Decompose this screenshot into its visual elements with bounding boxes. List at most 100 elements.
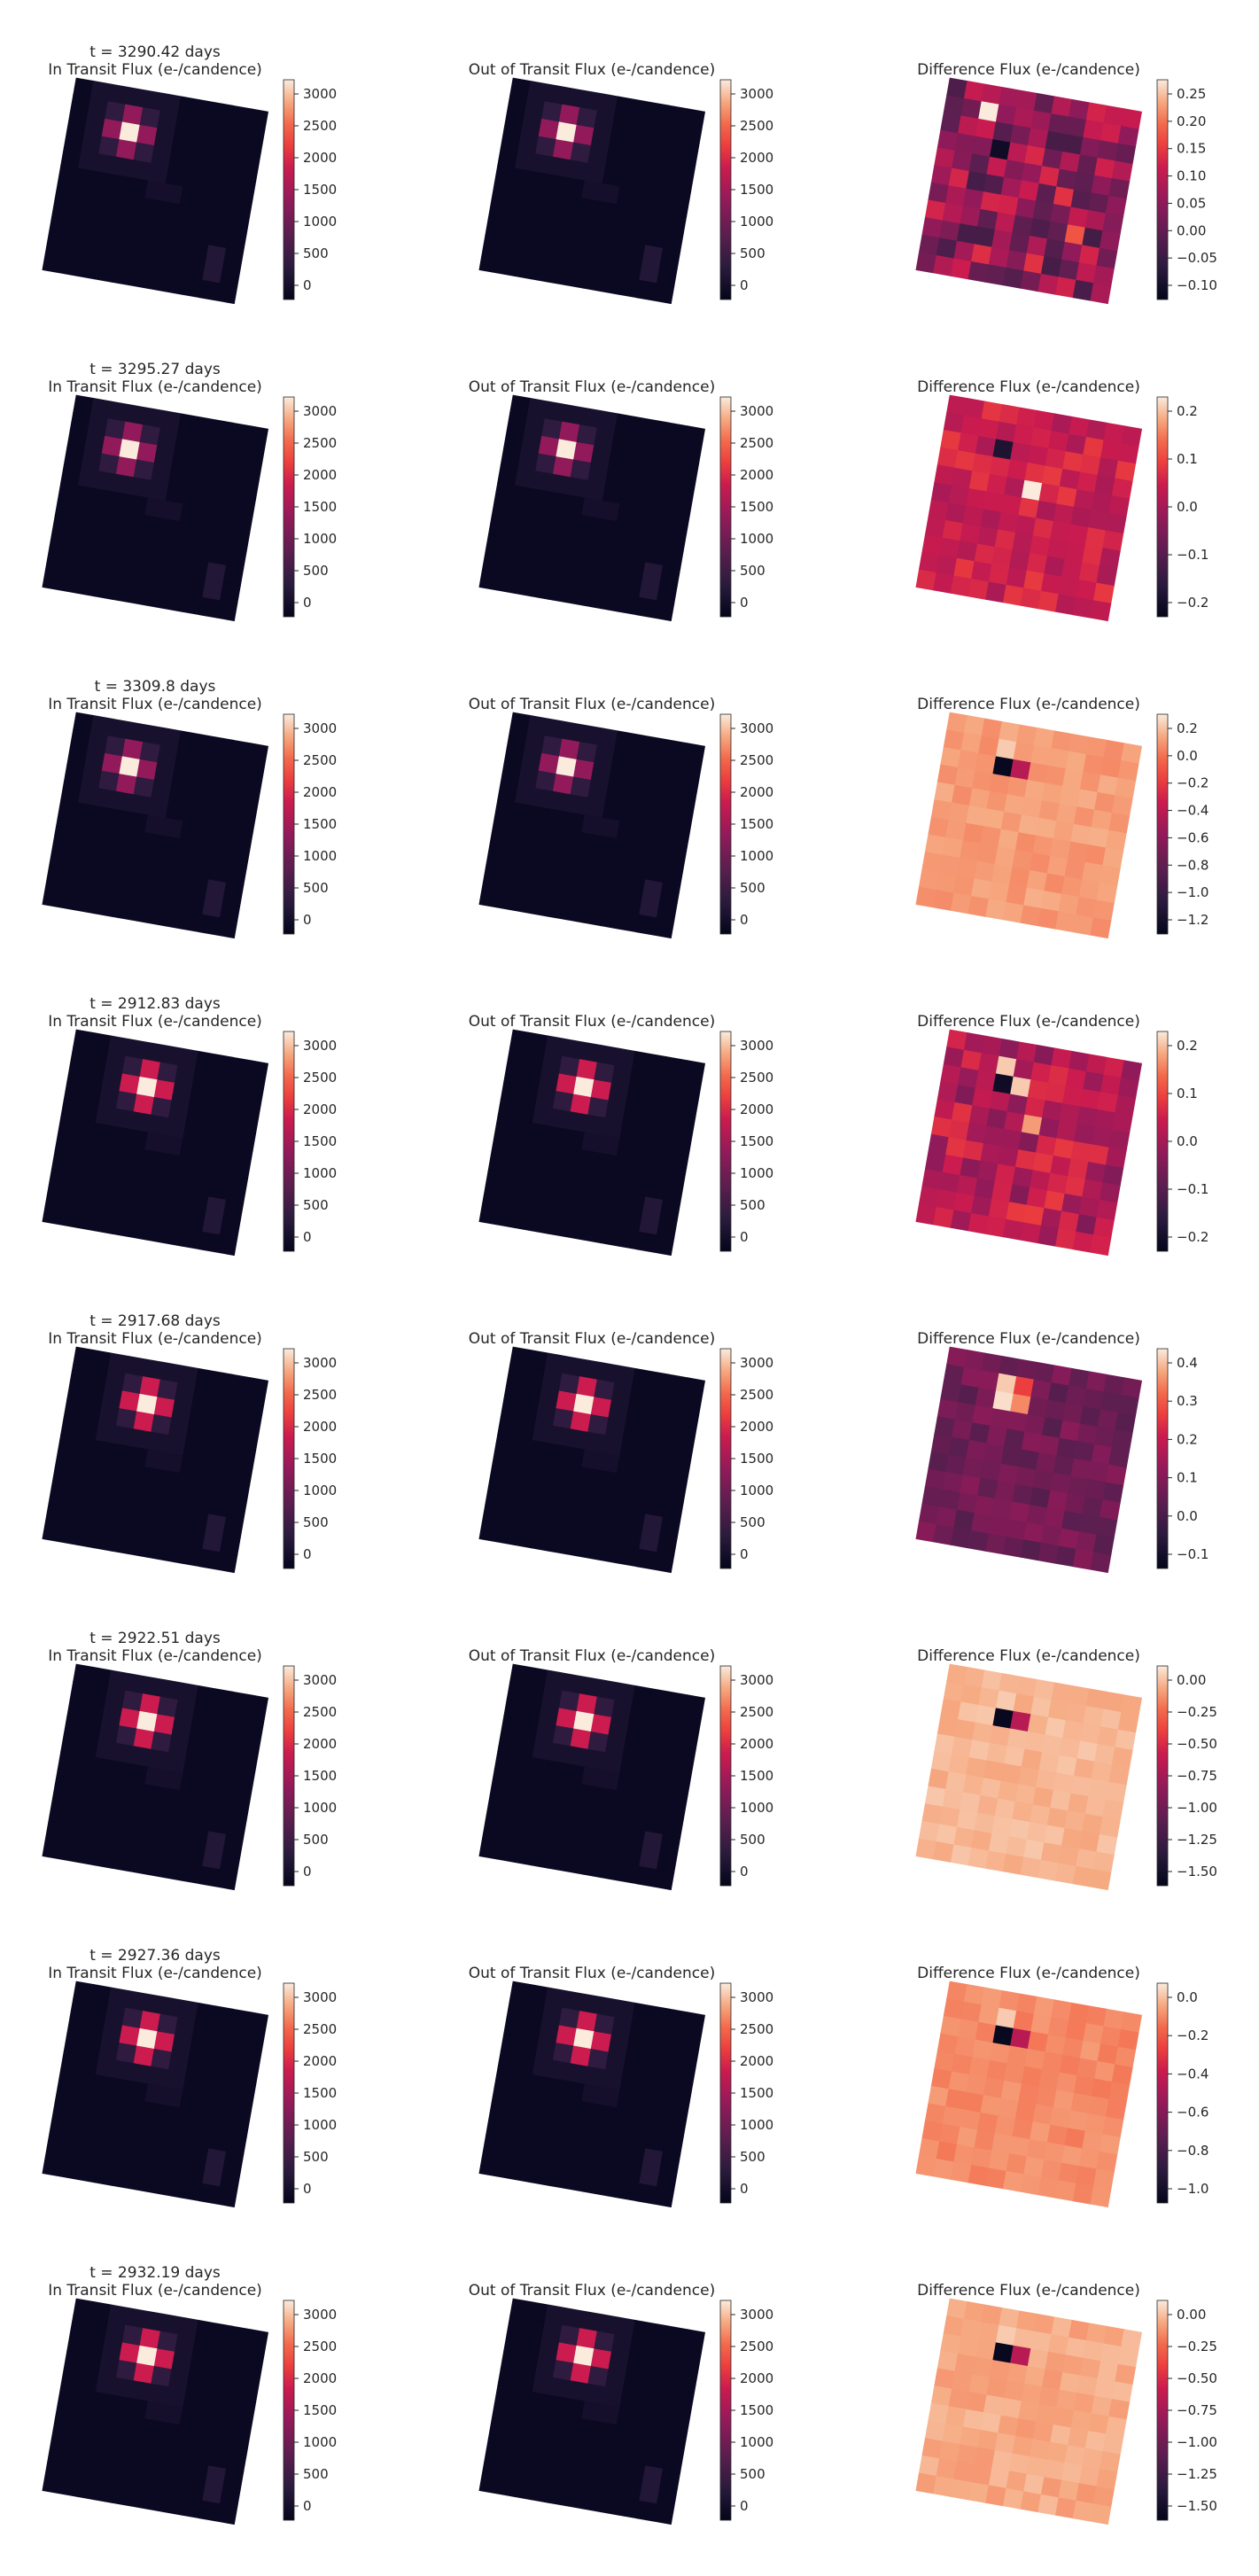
image-pixel <box>113 790 135 813</box>
image-pixel <box>1078 2148 1100 2170</box>
image-pixel <box>960 1684 983 1706</box>
image-pixel <box>645 1179 667 1201</box>
image-pixel <box>69 1047 91 1069</box>
in-transit-title: In Transit Flux (e-/candence) <box>48 1647 262 1665</box>
image-pixel <box>485 1169 507 1191</box>
image-pixel <box>1023 1521 1045 1544</box>
image-pixel <box>59 1207 82 1228</box>
image-pixel <box>229 1056 252 1078</box>
image-pixel <box>915 2472 937 2494</box>
image-pixel <box>543 1143 565 1165</box>
image-pixel <box>77 1101 99 1124</box>
image-pixel <box>167 2160 189 2182</box>
image-pixel <box>1062 768 1084 790</box>
image-pixel <box>106 826 128 848</box>
image-pixel <box>552 2360 574 2381</box>
image-pixel <box>578 2418 600 2440</box>
image-pixel <box>1024 1414 1046 1436</box>
image-pixel <box>167 1417 190 1439</box>
image-pixel <box>1088 1778 1109 1801</box>
image-pixel <box>1084 2113 1107 2135</box>
image-pixel <box>119 121 141 144</box>
image-pixel <box>649 419 671 441</box>
image-pixel <box>978 2004 999 2027</box>
image-pixel <box>992 1073 1014 1095</box>
image-pixel <box>684 2329 706 2351</box>
image-pixel <box>662 2451 684 2473</box>
image-pixel <box>578 515 600 536</box>
image-pixel <box>535 770 557 792</box>
image-pixel <box>630 841 652 863</box>
image-pixel <box>590 2348 612 2370</box>
image-pixel <box>1082 861 1104 883</box>
image-pixel <box>656 1851 678 1873</box>
colorbar-tick-label: 1500 <box>303 2085 337 2101</box>
image-pixel <box>1030 535 1051 557</box>
image-pixel <box>980 509 1002 531</box>
image-pixel <box>183 486 205 508</box>
image-pixel <box>209 1071 231 1093</box>
image-pixel <box>197 189 219 211</box>
image-pixel <box>968 261 990 283</box>
image-pixel <box>1097 140 1119 162</box>
image-pixel <box>663 1391 685 1413</box>
image-pixel <box>651 1461 672 1483</box>
image-pixel <box>544 83 566 105</box>
image-pixel <box>77 784 99 806</box>
image-pixel <box>608 765 630 787</box>
image-pixel <box>978 1687 999 1709</box>
image-pixel <box>960 1049 983 1071</box>
image-pixel <box>618 2180 640 2202</box>
image-pixel <box>994 2432 1016 2455</box>
image-pixel <box>174 1700 196 1721</box>
image-pixel <box>1059 2054 1081 2076</box>
image-pixel <box>219 1217 241 1239</box>
image-pixel <box>195 2319 216 2341</box>
image-pixel <box>1121 2012 1143 2034</box>
image-pixel <box>933 890 955 911</box>
image-pixel <box>76 2161 98 2183</box>
image-pixel <box>177 1999 199 2021</box>
image-pixel <box>587 145 610 167</box>
image-pixel <box>1032 518 1054 540</box>
image-pixel <box>589 1504 611 1526</box>
image-pixel <box>80 875 102 897</box>
image-pixel <box>491 1768 513 1790</box>
out-of-transit-title: Out of Transit Flux (e-/candence) <box>469 378 715 396</box>
image-pixel <box>59 255 82 276</box>
image-pixel <box>509 1981 532 2003</box>
image-pixel <box>988 881 1010 903</box>
image-pixel <box>1082 544 1104 566</box>
image-pixel <box>211 1162 233 1183</box>
image-pixel <box>48 2121 70 2143</box>
image-pixel <box>212 1371 234 1393</box>
image-pixel <box>151 463 173 484</box>
image-pixel <box>584 1748 606 1771</box>
image-pixel <box>548 899 571 921</box>
image-pixel <box>83 115 105 137</box>
image-pixel <box>112 2167 134 2190</box>
image-pixel <box>511 2388 533 2410</box>
image-pixel <box>940 1063 962 1086</box>
image-pixel <box>584 2066 606 2088</box>
image-pixel <box>113 1425 135 1447</box>
image-pixel <box>226 2343 248 2365</box>
image-pixel <box>557 1163 579 1186</box>
colorbar-tick-label: 3000 <box>303 720 337 736</box>
image-pixel <box>1096 564 1118 587</box>
image-pixel <box>534 2464 556 2487</box>
image-pixel <box>74 485 97 507</box>
image-pixel <box>86 1157 108 1179</box>
image-pixel <box>680 442 703 464</box>
image-pixel <box>189 2354 210 2377</box>
image-pixel <box>601 2176 623 2199</box>
image-pixel <box>478 2472 501 2494</box>
image-pixel <box>1023 570 1045 592</box>
image-pixel <box>616 503 638 525</box>
image-pixel <box>92 2391 114 2413</box>
image-pixel <box>946 1981 968 2003</box>
image-pixel <box>491 2085 513 2107</box>
image-pixel <box>614 413 636 435</box>
image-pixel <box>1082 2130 1104 2152</box>
